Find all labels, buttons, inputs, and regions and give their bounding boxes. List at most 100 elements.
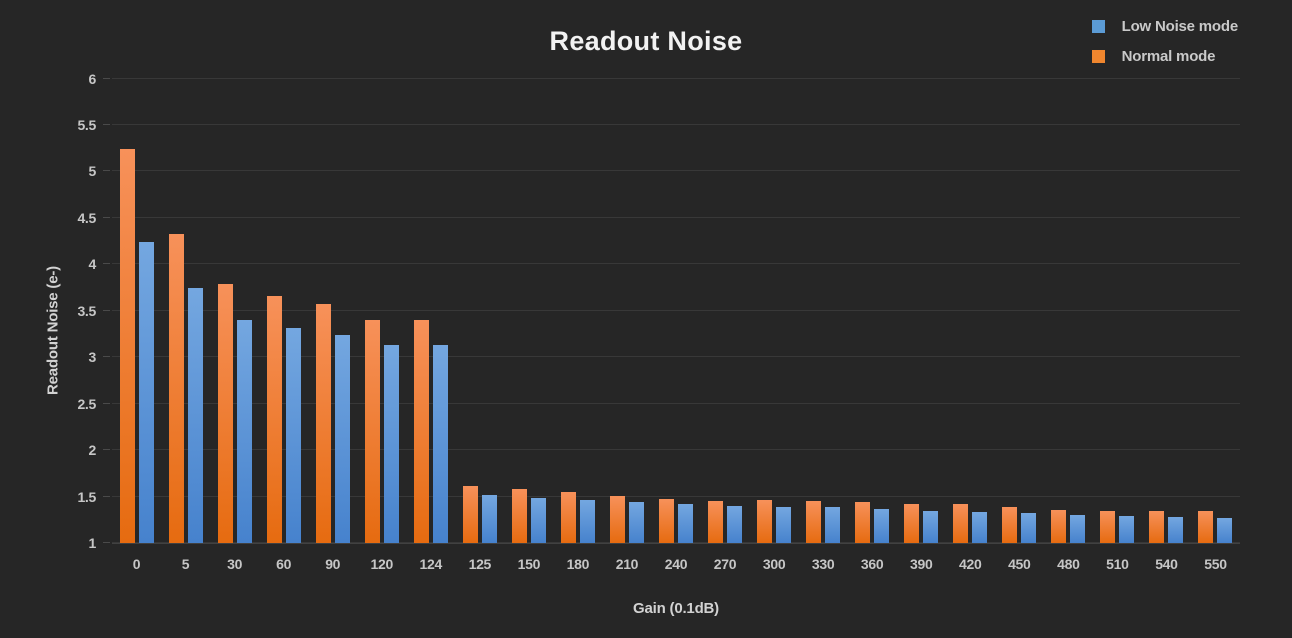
gridline [112, 124, 1240, 126]
x-tick-label: 124 [419, 556, 443, 572]
bar-group [897, 60, 946, 543]
x-axis-labels: 0 5 30 60 90 120 124 125 150 180 210 240 270 300 330 36… [112, 556, 1240, 576]
y-tick-label: 2.5 [77, 395, 96, 412]
y-tick-mark [103, 170, 110, 172]
x-tick-label: 390 [909, 556, 933, 572]
bar-normal-mode [462, 486, 478, 543]
gridline [112, 77, 1240, 79]
x-axis-title: Gain (0.1dB) [633, 600, 719, 617]
x-tick-label: 5 [181, 556, 190, 572]
x-tick-label: 120 [370, 556, 393, 572]
bar-normal-mode [119, 149, 135, 543]
bar-low-noise-mode [383, 345, 399, 543]
bar-group [357, 60, 406, 543]
bar-normal-mode [315, 304, 331, 543]
bar-low-noise-mode [285, 328, 301, 543]
bar-normal-mode [953, 504, 969, 543]
gridline [112, 309, 1240, 311]
y-tick-mark [103, 495, 110, 497]
bar-group [1044, 60, 1093, 543]
y-tick-label: 5 [88, 163, 97, 180]
bar-normal-mode [168, 233, 184, 543]
y-tick-mark [103, 216, 110, 218]
legend: Low Noise mode Normal mode [1091, 18, 1239, 65]
bar-normal-mode [266, 295, 282, 543]
y-tick-mark [103, 356, 110, 358]
y-tick-mark [103, 402, 110, 404]
y-tick-label: 1 [88, 535, 97, 551]
bar-group [701, 60, 750, 543]
y-tick-mark [103, 449, 110, 451]
x-tick-label: 240 [664, 556, 688, 572]
x-tick-label: 270 [713, 556, 737, 572]
bar-normal-mode [560, 491, 576, 543]
legend-item-normal-mode: Normal mode [1091, 48, 1238, 65]
x-tick-label: 360 [860, 556, 884, 572]
bar-normal-mode [364, 320, 380, 543]
y-tick-mark [103, 309, 110, 311]
bar-low-noise-mode [972, 512, 988, 543]
bar-low-noise-mode [481, 494, 497, 543]
bar-low-noise-mode [530, 498, 546, 543]
bar-normal-mode [757, 500, 773, 543]
bar-normal-mode [1002, 506, 1018, 543]
legend-swatch [1091, 20, 1105, 33]
y-tick-label: 3.5 [77, 302, 96, 319]
gridline [112, 263, 1240, 265]
bar-group [651, 60, 700, 543]
bar-group [210, 60, 259, 543]
bar-low-noise-mode [1119, 516, 1135, 543]
bar-group [1093, 60, 1142, 543]
bar-normal-mode [1149, 511, 1165, 543]
x-tick-label: 210 [615, 556, 639, 572]
y-tick-label: 6 [88, 70, 97, 87]
bar-low-noise-mode [1168, 517, 1184, 543]
gridline [112, 449, 1240, 451]
bar-low-noise-mode [825, 506, 841, 543]
gridline [112, 542, 1240, 543]
gridline [112, 495, 1240, 497]
bar-normal-mode [806, 501, 822, 543]
gridline [112, 216, 1240, 218]
y-tick-mark [103, 77, 110, 79]
bar-normal-mode [1100, 510, 1116, 543]
y-tick-label: 4.5 [77, 209, 96, 226]
bar-group [946, 60, 995, 543]
bar-low-noise-mode [432, 345, 448, 543]
bar-normal-mode [658, 499, 674, 543]
y-tick-mark [103, 542, 110, 543]
bar-group [1191, 60, 1240, 543]
y-tick-label: 3 [88, 349, 97, 366]
bar-low-noise-mode [677, 504, 693, 543]
x-tick-label: 90 [325, 556, 341, 572]
bar-group [750, 60, 799, 543]
bar-group [995, 60, 1044, 543]
gridline [112, 402, 1240, 404]
bar-group [799, 60, 848, 543]
bar-group [602, 60, 651, 543]
legend-label: Low Noise mode [1121, 18, 1239, 35]
y-tick-label: 2 [88, 442, 97, 459]
bar-low-noise-mode [187, 287, 203, 543]
bar-low-noise-mode [1021, 513, 1037, 543]
bar-group [455, 60, 504, 543]
bar-group [308, 60, 357, 543]
gridline [112, 356, 1240, 358]
bar-normal-mode [609, 495, 625, 543]
x-tick-label: 330 [811, 556, 835, 572]
x-tick-label: 300 [762, 556, 786, 572]
bar-normal-mode [904, 504, 920, 543]
bar-low-noise-mode [138, 242, 154, 543]
bar-low-noise-mode [923, 510, 939, 543]
bar-low-noise-mode [874, 508, 890, 543]
bar-low-noise-mode [334, 334, 350, 543]
bar-normal-mode [217, 283, 233, 543]
x-tick-label: 480 [1057, 556, 1080, 572]
bar-low-noise-mode [727, 505, 743, 543]
bar-normal-mode [855, 502, 871, 543]
legend-swatch [1091, 50, 1105, 63]
x-tick-label: 450 [1008, 556, 1031, 572]
bar-group [553, 60, 602, 543]
bar-low-noise-mode [1217, 517, 1233, 543]
bar-low-noise-mode [628, 502, 644, 543]
